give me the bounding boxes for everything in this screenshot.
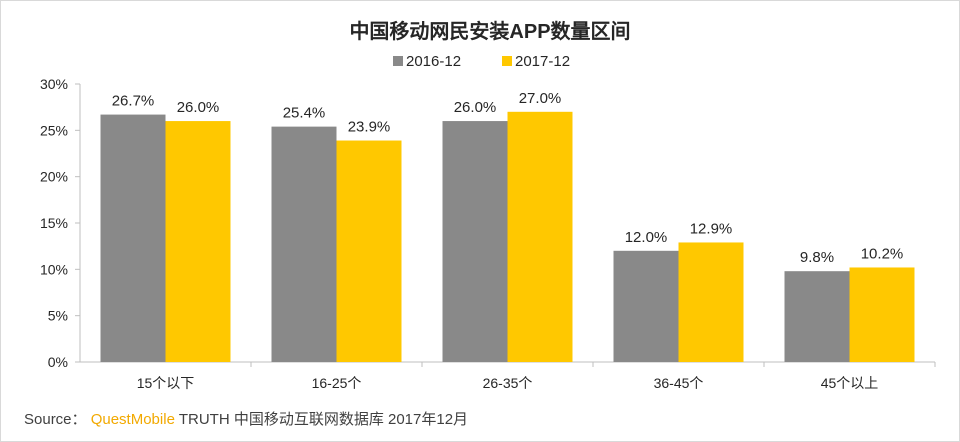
- legend-swatch-2017-12: [502, 56, 512, 66]
- bar-2016-12-36-45个: [613, 250, 679, 362]
- data-label: 26.0%: [454, 99, 497, 116]
- source-note: Source： QuestMobile TRUTH 中国移动互联网数据库 201…: [24, 408, 468, 429]
- axes: 0% 5% 10% 15% 20% 25% 30% 15个以下 16-25个 26-35个 36-4…: [40, 76, 936, 391]
- bar-2017-12-36-45个: [678, 242, 744, 362]
- y-tick-label: 0%: [48, 354, 68, 370]
- data-label: 10.2%: [861, 245, 904, 262]
- legend: 2016-12 2017-12: [393, 53, 570, 70]
- bar-2017-12-16-25个: [336, 140, 402, 362]
- source-prefix: Source：: [24, 411, 87, 428]
- bar-2016-12-16-25个: [271, 126, 337, 362]
- legend-label: 2016-12: [406, 53, 461, 70]
- data-label: 25.4%: [283, 105, 326, 122]
- data-label: 27.0%: [519, 90, 562, 107]
- chart-title: 中国移动网民安装APP数量区间: [349, 19, 630, 43]
- bar-2017-12-15个以下: [165, 121, 231, 362]
- legend-swatch-2016-12: [393, 56, 403, 66]
- data-label: 26.0%: [177, 99, 220, 116]
- x-tick-label: 36-45个: [654, 375, 704, 391]
- y-tick-label: 15%: [40, 215, 68, 231]
- x-tick-label: 16-25个: [312, 375, 362, 391]
- bar-2016-12-15个以下: [100, 114, 166, 362]
- bars: [100, 111, 915, 362]
- data-labels: 26.7% 26.0% 25.4% 23.9% 26.0% 27.0% 12.0% 12.9%…: [112, 90, 904, 266]
- x-tick-label: 45个以上: [821, 375, 879, 391]
- data-label: 12.9%: [690, 220, 733, 237]
- x-tick-label: 15个以下: [137, 375, 195, 391]
- y-tick-label: 5%: [48, 308, 68, 324]
- bar-2016-12-26-35个: [442, 121, 508, 362]
- bar-2017-12-45个以上: [849, 267, 915, 362]
- y-tick-label: 25%: [40, 122, 68, 138]
- legend-label: 2017-12: [515, 53, 570, 70]
- data-label: 23.9%: [348, 119, 391, 136]
- x-tick-label: 26-35个: [483, 375, 533, 391]
- data-label: 9.8%: [800, 249, 834, 266]
- y-tick-label: 30%: [40, 76, 68, 92]
- data-label: 12.0%: [625, 229, 668, 246]
- source-text: TRUTH 中国移动互联网数据库 2017年12月: [178, 411, 469, 428]
- data-label: 26.7%: [112, 93, 155, 110]
- bar-2017-12-26-35个: [507, 111, 573, 362]
- bar-2016-12-45个以上: [784, 271, 850, 362]
- y-tick-label: 20%: [40, 169, 68, 185]
- y-tick-label: 10%: [40, 261, 68, 277]
- source-brand: QuestMobile: [90, 411, 175, 428]
